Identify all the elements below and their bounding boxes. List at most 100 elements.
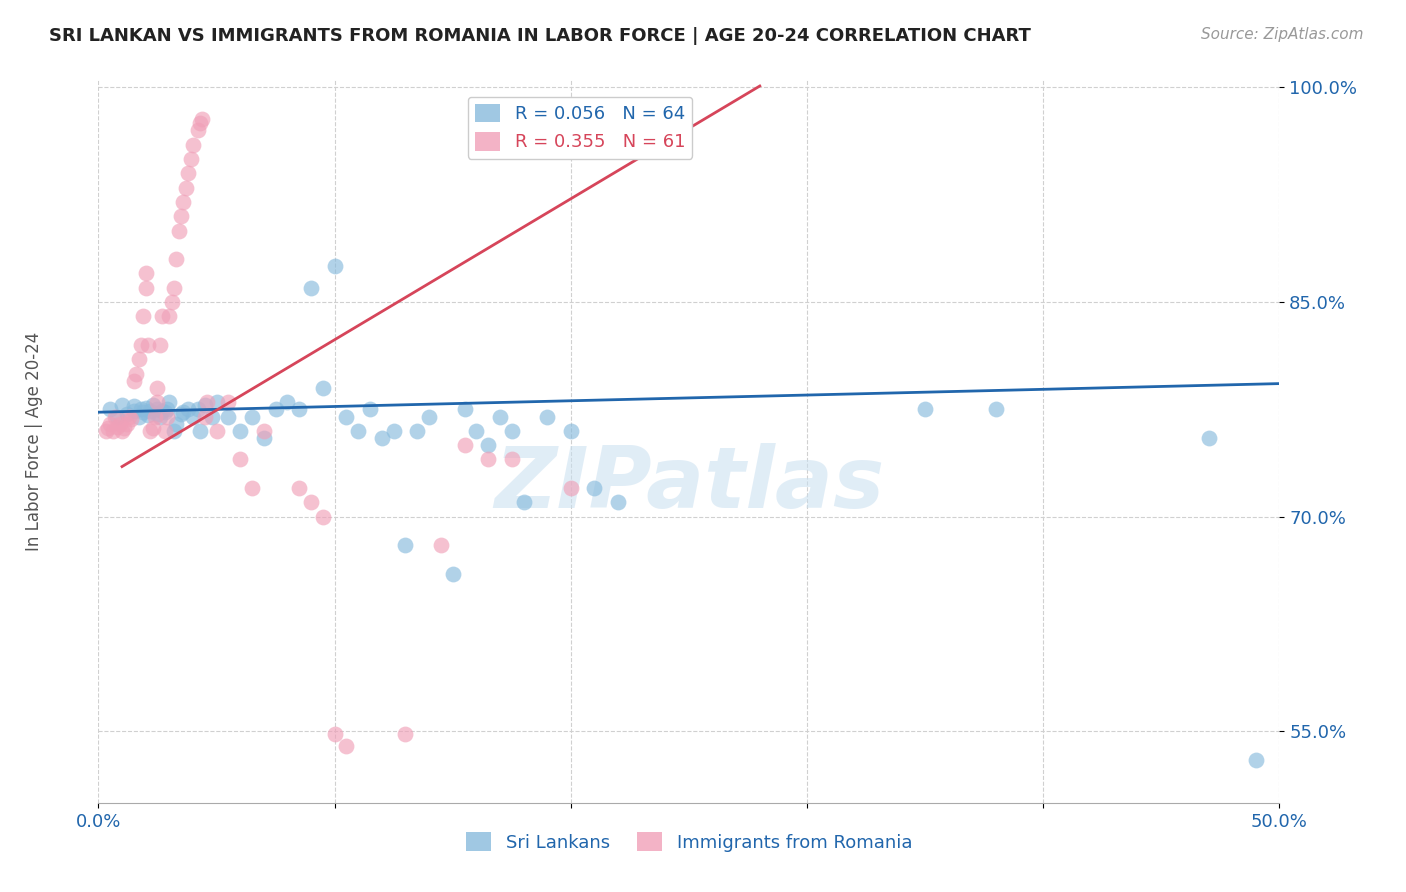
Point (312, 381, 335, 395)
Point (135, 401, 157, 415)
Point (146, 381, 169, 395)
Point (165, 252, 187, 266)
Point (382, 424, 405, 438)
Legend: Sri Lankans, Immigrants from Romania: Sri Lankans, Immigrants from Romania (458, 825, 920, 859)
Point (418, 409, 440, 424)
Point (217, 395, 239, 409)
Point (240, 481, 263, 495)
Point (264, 402, 287, 417)
Point (217, 409, 239, 424)
Point (122, 404, 145, 418)
Point (115, 417, 138, 431)
Point (187, 123, 209, 137)
Point (142, 398, 165, 412)
Point (98, 402, 121, 417)
Point (142, 421, 165, 435)
Point (312, 509, 335, 524)
Point (122, 400, 145, 414)
Point (128, 409, 150, 424)
Point (98, 417, 121, 431)
Point (139, 404, 162, 418)
Point (177, 166, 200, 180)
Point (512, 495, 534, 509)
Point (108, 417, 131, 431)
Point (129, 338, 152, 352)
Point (105, 409, 128, 424)
Point (136, 338, 159, 352)
Point (253, 424, 276, 438)
Point (156, 409, 179, 424)
Point (253, 431, 276, 445)
Point (139, 424, 162, 438)
Point (157, 310, 180, 324)
Point (146, 402, 169, 417)
Point (984, 402, 1007, 417)
Point (359, 402, 381, 417)
Point (129, 402, 152, 417)
Point (149, 338, 172, 352)
Point (156, 402, 179, 417)
Point (146, 407, 169, 421)
Point (430, 538, 453, 552)
Point (167, 223, 190, 237)
Point (441, 566, 464, 581)
Point (112, 421, 135, 435)
Point (477, 438, 499, 452)
Point (165, 417, 187, 431)
Point (191, 112, 214, 126)
Point (394, 727, 416, 741)
Point (153, 405, 176, 419)
Point (101, 424, 124, 438)
Point (536, 409, 558, 424)
Point (501, 424, 523, 438)
Point (323, 727, 346, 741)
Point (97, 421, 120, 435)
Point (153, 424, 176, 438)
Point (143, 409, 166, 424)
Point (172, 194, 194, 209)
Point (205, 424, 228, 438)
Point (125, 367, 148, 381)
Point (201, 409, 224, 424)
Point (111, 398, 134, 412)
Point (181, 137, 204, 152)
Point (177, 402, 200, 417)
Point (163, 281, 186, 295)
Point (1198, 431, 1220, 445)
Point (118, 409, 141, 424)
Point (187, 402, 209, 417)
Point (128, 352, 150, 367)
Point (914, 402, 936, 417)
Text: Source: ZipAtlas.com: Source: ZipAtlas.com (1201, 27, 1364, 42)
Point (1244, 753, 1267, 767)
Point (150, 310, 173, 324)
Point (146, 395, 169, 409)
Point (205, 395, 228, 409)
Point (170, 407, 193, 421)
Text: SRI LANKAN VS IMMIGRANTS FROM ROMANIA IN LABOR FORCE | AGE 20-24 CORRELATION CHA: SRI LANKAN VS IMMIGRANTS FROM ROMANIA IN… (49, 27, 1031, 45)
Point (105, 419, 128, 434)
Point (135, 267, 157, 281)
Point (195, 395, 218, 409)
Point (560, 481, 582, 495)
Point (453, 438, 475, 452)
Point (174, 180, 197, 194)
Point (288, 402, 311, 417)
Point (288, 481, 311, 495)
Point (453, 402, 475, 417)
Point (299, 281, 322, 295)
Point (194, 409, 217, 424)
Point (465, 424, 488, 438)
Point (489, 409, 512, 424)
Point (194, 398, 217, 412)
Point (122, 374, 145, 388)
Point (276, 395, 298, 409)
Point (121, 412, 143, 426)
Point (111, 424, 134, 438)
Point (583, 481, 606, 495)
Point (170, 209, 193, 223)
Point (560, 424, 582, 438)
Point (347, 424, 370, 438)
Point (335, 409, 357, 424)
Point (163, 424, 186, 438)
